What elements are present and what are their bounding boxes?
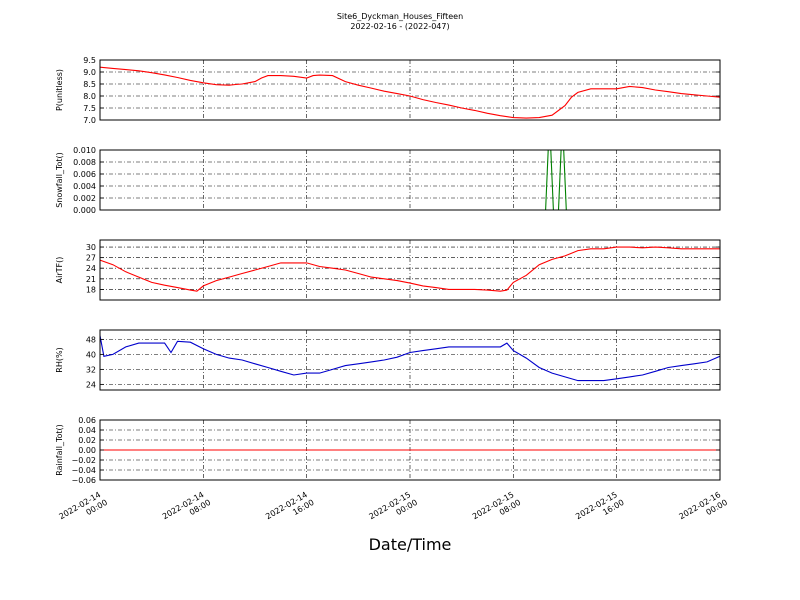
x-axis-label: Date/Time: [369, 535, 452, 554]
y-axis-label: P(unitless): [55, 69, 64, 111]
y-tick-label: 24: [86, 380, 96, 389]
y-tick-label: 0.02: [78, 436, 96, 445]
y-tick-label: 0.008: [73, 158, 96, 167]
y-tick-label: 7.5: [83, 104, 96, 113]
panel-0: 7.0 7.5 8.0 8.5 9.0 9.5 P(unitless): [55, 56, 721, 125]
panel-4: −0.06−0.04−0.020.000.020.040.06 Rainfall_…: [55, 416, 721, 485]
axes-frame: [99, 239, 721, 301]
y-tick-label: 24: [86, 264, 96, 273]
y-tick-label: 0.010: [73, 146, 96, 155]
panels: 7.07.58.08.59.09.5P(unitless)0.0000.0020…: [55, 56, 721, 485]
y-tick-label: 9.5: [83, 56, 96, 65]
panel-1: 0.000 0.002 0.004 0.006 0.008 0.010 Snowfall_T…: [55, 146, 721, 215]
y-tick-label: 0.006: [73, 170, 96, 179]
y-axis-label: Rainfall_Tot(): [55, 424, 64, 476]
axes-frame: [99, 329, 721, 391]
y-tick-label: 9.0: [83, 68, 96, 77]
y-tick-label: 32: [86, 365, 96, 374]
axes-frame: [99, 149, 721, 211]
axes-frame: [99, 59, 721, 121]
series-line: [99, 335, 721, 382]
y-tick-label: 0.04: [78, 426, 96, 435]
series-line: [99, 246, 720, 292]
y-tick-label: 21: [86, 275, 96, 284]
y-axis-label: Snowfall_Tot(): [55, 152, 64, 208]
y-tick-label: 0.00: [78, 446, 96, 455]
chart-subtitle: 2022-02-16 - (2022-047): [350, 22, 449, 31]
y-tick-label: −0.02: [71, 456, 96, 465]
y-tick-label: −0.06: [71, 476, 96, 485]
chart-title: Site6_Dyckman_Houses_Fifteen: [337, 12, 463, 21]
y-tick-label: 0.002: [73, 194, 96, 203]
y-tick-label: 0.000: [73, 206, 96, 215]
y-tick-label: 8.0: [83, 92, 96, 101]
y-tick-label: −0.04: [71, 466, 96, 475]
y-tick-label: 27: [86, 254, 96, 263]
y-tick-label: 48: [86, 335, 96, 344]
y-axis-label: RH(%): [55, 347, 64, 372]
y-tick-label: 40: [86, 350, 96, 359]
y-tick-label: 8.5: [83, 80, 96, 89]
y-tick-label: 0.004: [73, 182, 96, 191]
y-axis-label: AirTF(): [55, 257, 64, 284]
y-tick-label: 0.06: [78, 416, 96, 425]
series-line: [99, 66, 721, 119]
y-tick-label: 30: [86, 243, 96, 252]
y-tick-label: 18: [86, 285, 96, 294]
panel-3: 24 32 40 48 RH(%): [55, 329, 721, 391]
y-tick-label: 7.0: [83, 116, 96, 125]
